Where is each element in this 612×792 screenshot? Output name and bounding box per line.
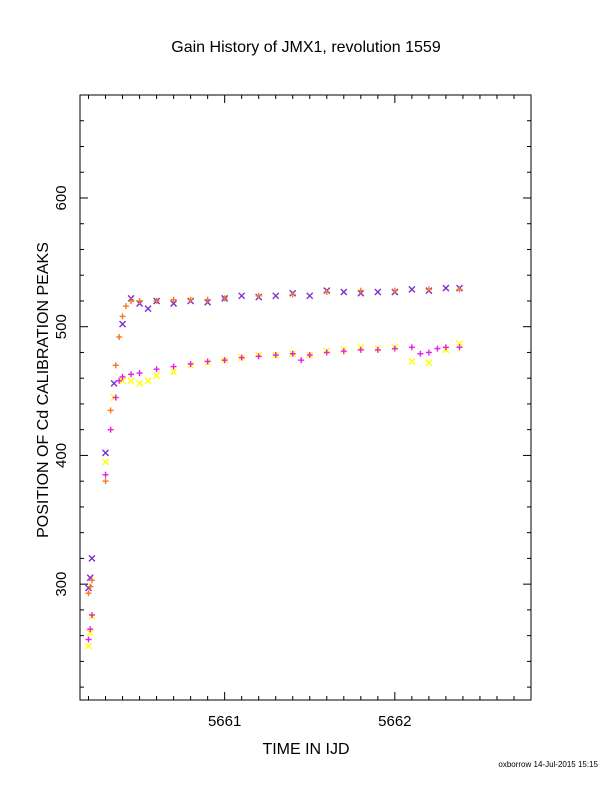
data-point — [88, 577, 95, 584]
data-point — [112, 362, 119, 369]
data-point — [144, 305, 152, 313]
data-point — [408, 285, 416, 293]
data-point — [272, 352, 279, 359]
y-axis-label: POSITION OF Cd CALIBRATION PEAKS — [35, 242, 52, 538]
data-point — [170, 296, 177, 303]
data-point — [425, 349, 432, 356]
data-point — [86, 629, 94, 637]
data-point — [238, 354, 245, 361]
data-point — [255, 353, 262, 360]
data-point — [102, 458, 110, 466]
data-point — [153, 297, 160, 304]
data-point — [425, 286, 432, 293]
data-point — [116, 377, 123, 384]
data-point — [204, 358, 211, 365]
data-point — [136, 370, 143, 377]
data-point — [255, 292, 262, 299]
plot-frame — [79, 94, 532, 701]
data-point — [306, 352, 313, 359]
axis-ticks: 300 400 500 600 5661 5662 — [53, 94, 532, 730]
data-point — [170, 368, 178, 376]
data-point — [119, 373, 126, 380]
data-point — [391, 287, 398, 294]
data-point — [119, 320, 127, 328]
data-point — [442, 344, 449, 351]
data-point — [408, 357, 416, 365]
data-point — [107, 407, 114, 414]
data-point — [87, 626, 94, 633]
data-point — [357, 346, 364, 353]
y-tick-label: 400 — [53, 443, 70, 468]
y-tick-label: 300 — [53, 572, 70, 597]
data-point — [85, 642, 93, 650]
data-point — [442, 284, 450, 292]
data-point — [119, 377, 127, 385]
data-point — [85, 636, 92, 643]
y-tick-label: 600 — [53, 185, 70, 210]
data-point — [85, 590, 92, 597]
data-point — [408, 344, 415, 351]
data-point — [238, 292, 246, 300]
data-point — [116, 334, 123, 340]
data-point — [221, 295, 228, 302]
data-point — [170, 363, 177, 370]
data-point — [434, 345, 441, 352]
y-tick-label: 500 — [53, 314, 70, 339]
data-point — [323, 288, 330, 295]
data-point — [136, 297, 143, 304]
data-point — [102, 449, 110, 457]
data-point — [187, 296, 194, 303]
data-point — [306, 292, 314, 300]
data-point — [128, 371, 135, 378]
data-point — [128, 297, 135, 304]
data-point — [170, 300, 178, 308]
x-axis-label: TIME IN IJD — [262, 741, 349, 758]
data-point — [127, 377, 135, 385]
data-point — [425, 359, 433, 367]
data-point — [221, 357, 228, 364]
series-1 — [85, 339, 464, 650]
data-point — [417, 350, 424, 357]
series-2 — [85, 286, 463, 597]
series-0 — [85, 284, 464, 592]
data-point — [102, 478, 109, 485]
data-point — [272, 292, 280, 300]
data-point — [456, 339, 464, 347]
data-point — [204, 296, 211, 303]
x-tick-label: 5662 — [378, 713, 411, 730]
data-point — [112, 394, 119, 401]
data-point — [102, 471, 109, 478]
data-point — [357, 287, 364, 294]
data-point — [144, 377, 152, 385]
data-point — [456, 344, 463, 351]
data-point — [153, 366, 160, 373]
data-point — [323, 349, 330, 356]
data-point — [289, 350, 296, 357]
data-point — [374, 288, 382, 296]
data-point — [340, 288, 348, 296]
data-marks — [85, 284, 464, 650]
data-point — [122, 303, 129, 310]
data-point — [289, 291, 296, 298]
data-point — [88, 554, 96, 562]
data-point — [391, 345, 398, 352]
data-point — [119, 313, 126, 320]
data-point — [136, 379, 144, 387]
data-point — [88, 612, 95, 619]
chart-title: Gain History of JMX1, revolution 1559 — [171, 39, 441, 56]
data-point — [456, 286, 463, 293]
footer-credit: oxborrow 14-Jul-2015 15:15 — [498, 760, 598, 769]
data-point — [298, 357, 305, 364]
data-point — [107, 426, 114, 433]
data-point — [153, 372, 161, 380]
data-point — [374, 346, 381, 353]
data-point — [110, 379, 118, 387]
data-point — [340, 348, 347, 355]
series-3 — [85, 344, 463, 643]
x-tick-label: 5661 — [208, 713, 241, 730]
data-point — [87, 583, 94, 590]
data-point — [187, 361, 194, 368]
